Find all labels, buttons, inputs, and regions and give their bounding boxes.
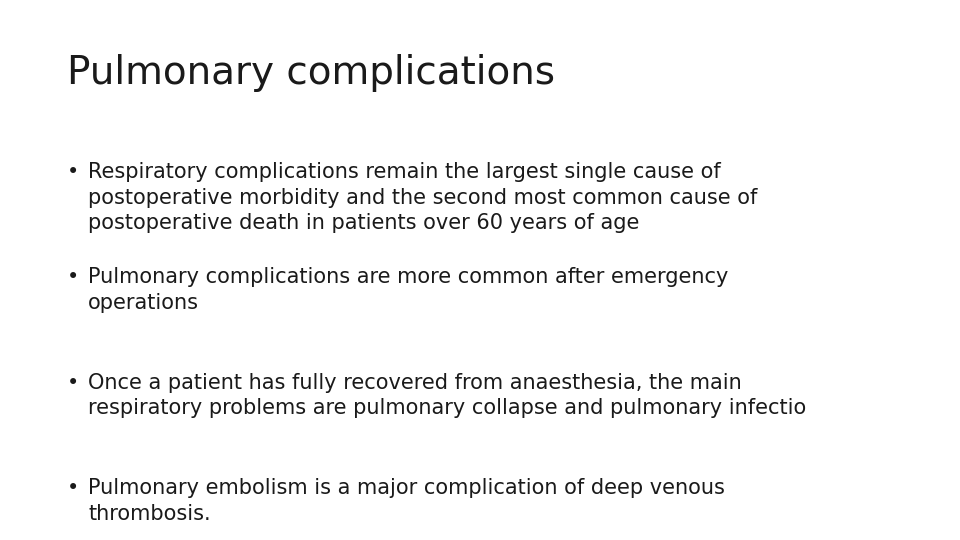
Text: •: • — [67, 478, 80, 498]
Text: Pulmonary complications: Pulmonary complications — [67, 54, 555, 92]
Text: Once a patient has fully recovered from anaesthesia, the main
respiratory proble: Once a patient has fully recovered from … — [88, 373, 806, 418]
Text: •: • — [67, 373, 80, 393]
Text: •: • — [67, 267, 80, 287]
Text: •: • — [67, 162, 80, 182]
Text: Pulmonary complications are more common after emergency
operations: Pulmonary complications are more common … — [88, 267, 729, 313]
Text: Pulmonary embolism is a major complication of deep venous
thrombosis.: Pulmonary embolism is a major complicati… — [88, 478, 725, 523]
Text: Respiratory complications remain the largest single cause of
postoperative morbi: Respiratory complications remain the lar… — [88, 162, 757, 233]
